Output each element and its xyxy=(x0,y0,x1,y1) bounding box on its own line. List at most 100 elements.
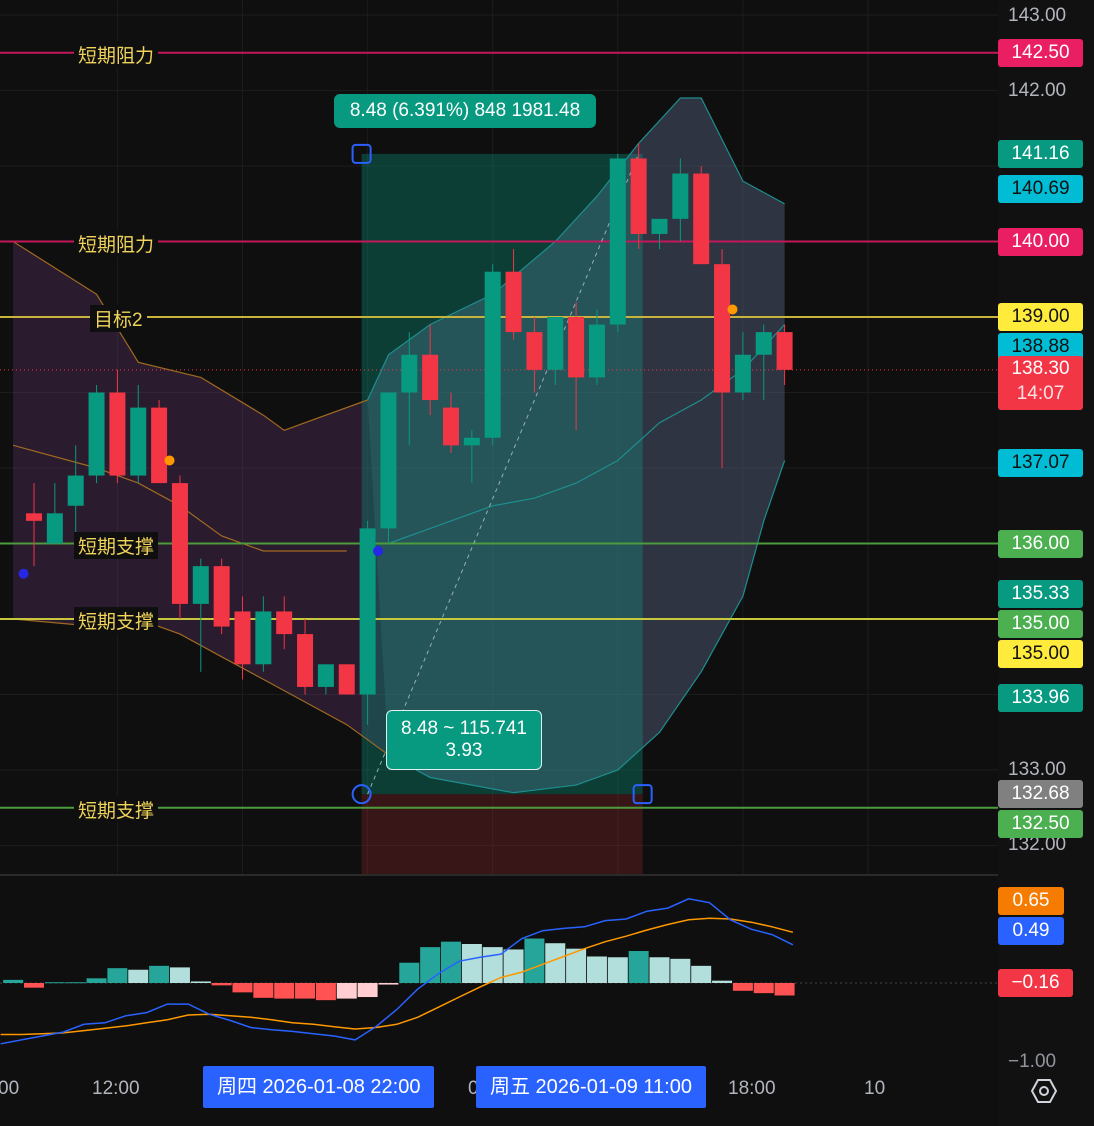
candle-body xyxy=(693,173,710,265)
horizontal-line-label[interactable]: 目标2 xyxy=(90,305,147,332)
macd-histogram-bar xyxy=(712,980,733,983)
horizontal-line-label[interactable]: 短期阻力 xyxy=(74,40,159,68)
candle-body xyxy=(401,354,418,393)
price-axis[interactable] xyxy=(998,0,1094,1126)
macd-histogram-bar xyxy=(295,983,316,999)
candle-body xyxy=(380,392,397,529)
macd-histogram-bar xyxy=(169,967,190,983)
time-axis-tick: 0 xyxy=(468,1078,479,1099)
candle-body xyxy=(568,317,585,378)
macd-histogram-bar xyxy=(607,957,628,983)
macd-histogram-bar xyxy=(190,981,211,983)
macd-histogram-bar xyxy=(3,979,24,983)
candle-body xyxy=(484,271,501,438)
candle-body xyxy=(463,437,480,446)
bar-countdown: 14:07 xyxy=(1016,382,1065,404)
measure-stop-zone xyxy=(361,794,643,874)
candle-body xyxy=(26,513,42,521)
measure-bottom-label: 8.48 ~ 115.741 3.93 xyxy=(386,710,542,770)
measure-handle-end xyxy=(632,784,653,805)
candle-body xyxy=(297,634,314,687)
settings-icon[interactable] xyxy=(1031,1078,1057,1104)
candle-body xyxy=(192,566,209,604)
macd-histogram-bar xyxy=(461,944,482,983)
macd-tag: 0.65 xyxy=(998,887,1064,915)
macd-pane xyxy=(0,898,998,1045)
measure-diagonal xyxy=(367,153,640,795)
candle-body xyxy=(234,611,251,665)
candle-body xyxy=(88,392,105,476)
candle-body xyxy=(526,332,543,370)
signal-dot xyxy=(373,546,384,557)
candle-body xyxy=(109,392,126,476)
candle-body xyxy=(630,158,647,234)
price-axis-tick: 142.00 xyxy=(1008,80,1067,101)
macd-histogram-bar xyxy=(566,948,587,983)
candle-body xyxy=(588,324,605,378)
macd-axis-tick: −1.00 xyxy=(1008,1051,1057,1072)
macd-histogram-bar xyxy=(670,958,691,983)
candle-body xyxy=(255,611,272,665)
candle-body xyxy=(734,354,751,393)
candle-body xyxy=(67,475,84,506)
measure-profit-zone xyxy=(361,153,643,795)
macd-histogram-bar xyxy=(545,943,566,983)
macd-tag: −0.16 xyxy=(998,969,1073,997)
macd-histogram-bar xyxy=(441,941,461,983)
price-tag: 141.16 xyxy=(998,139,1083,168)
macd-histogram-bar xyxy=(378,983,399,985)
price-tag: 133.96 xyxy=(998,683,1083,712)
candle-body xyxy=(443,407,459,446)
macd-histogram-bar xyxy=(753,983,774,994)
candle-body xyxy=(317,664,334,687)
time-badge: 周四 2026-01-08 22:00 xyxy=(203,1066,435,1108)
candle-body xyxy=(776,332,793,370)
time-axis-tick: 12:00 xyxy=(92,1078,140,1099)
measure-bottom-line1: 8.48 ~ 115.741 xyxy=(401,718,527,739)
macd-histogram-bar xyxy=(649,957,670,983)
measure-top-label: 8.48 (6.391%) 848 1981.48 xyxy=(334,94,596,128)
macd-histogram-bar xyxy=(44,982,65,984)
horizontal-line-label[interactable]: 短期支撑 xyxy=(74,531,159,559)
bollinger-lower-line-right xyxy=(388,460,786,794)
macd-histogram-bar xyxy=(107,968,128,983)
candle-body xyxy=(213,566,230,627)
macd-histogram-bar xyxy=(315,983,336,1001)
candle-body xyxy=(505,271,522,333)
macd-histogram-bar xyxy=(211,983,232,986)
measure-handle-start xyxy=(351,784,372,805)
price-tag: 137.07 xyxy=(998,448,1083,477)
horizontal-line-label[interactable]: 短期支撑 xyxy=(74,607,159,634)
horizontal-line-label[interactable]: 短期阻力 xyxy=(74,229,159,257)
candle-body xyxy=(338,664,355,695)
macd-histogram-bar xyxy=(691,965,712,983)
price-tag: 140.00 xyxy=(998,227,1083,256)
macd-histogram-bar xyxy=(65,982,86,984)
candle-body xyxy=(171,483,188,604)
macd-histogram-bar xyxy=(336,983,357,999)
candle-body xyxy=(547,317,564,370)
price-tag: 132.50 xyxy=(998,810,1083,839)
candle-body xyxy=(714,264,731,393)
macd-histogram-bar xyxy=(732,983,753,991)
macd-tag: 0.49 xyxy=(998,917,1064,945)
time-axis-tick: 00 xyxy=(0,1078,20,1099)
measure-bottom-line2: 3.93 xyxy=(445,740,483,761)
time-badge: 周五 2026-01-09 11:00 xyxy=(476,1066,706,1108)
measure-handle-top xyxy=(351,143,372,164)
candle-body xyxy=(672,173,689,219)
candle-body xyxy=(151,407,168,484)
signal-dot xyxy=(18,568,29,579)
candle-body xyxy=(609,158,626,325)
candle-body xyxy=(422,354,439,401)
horizontal-line-label[interactable]: 短期支撑 xyxy=(74,795,159,823)
candle-body xyxy=(276,611,293,635)
price-tag: 135.00 xyxy=(998,640,1083,669)
macd-histogram-bar xyxy=(524,938,545,983)
price-axis-tick: 133.00 xyxy=(1008,759,1067,780)
macd-histogram-bar xyxy=(586,956,607,983)
price-axis-tick: 132.00 xyxy=(1008,834,1067,855)
price-tag: 140.69 xyxy=(998,175,1083,204)
candle-body xyxy=(130,407,147,476)
